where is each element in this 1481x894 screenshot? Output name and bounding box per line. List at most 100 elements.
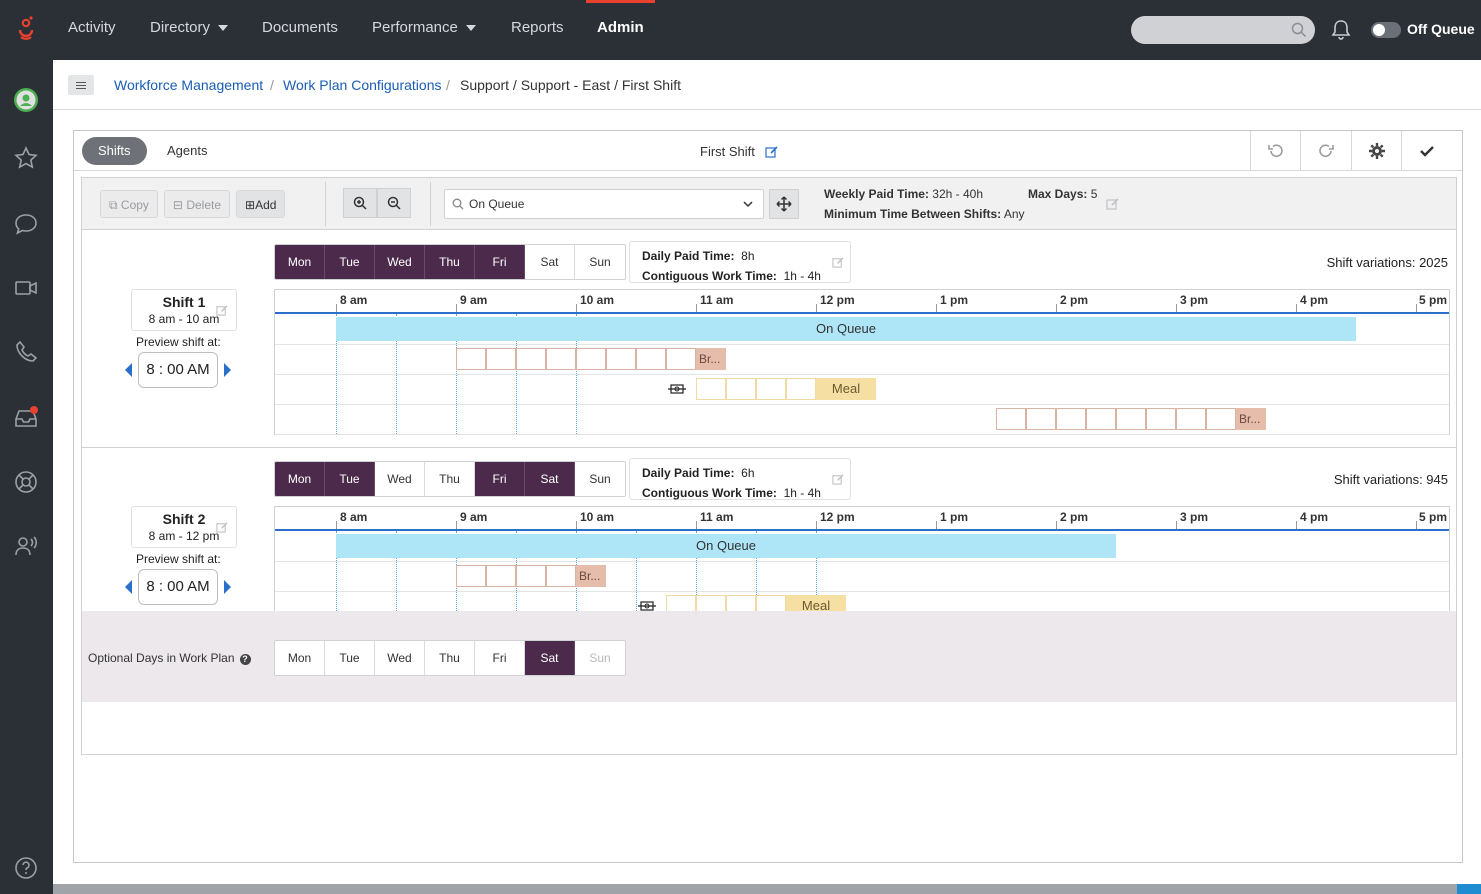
day-toggle[interactable]: Fri xyxy=(475,462,525,496)
tab-agents[interactable]: Agents xyxy=(167,143,208,158)
phone-icon[interactable] xyxy=(12,338,40,366)
shift-2-card[interactable]: Shift 2 8 am - 12 pm xyxy=(131,506,237,548)
edit-icon[interactable] xyxy=(764,145,778,158)
day-toggle[interactable]: Wed xyxy=(375,245,425,279)
on-queue-activity[interactable]: On Queue xyxy=(336,317,1356,341)
nav-directory[interactable]: Directory xyxy=(150,0,229,60)
break-start-slot[interactable] xyxy=(456,565,486,587)
activity-select[interactable]: On Queue xyxy=(444,189,764,219)
break-start-slot[interactable] xyxy=(1116,408,1146,430)
bell-icon[interactable] xyxy=(1329,18,1353,42)
break-start-slot[interactable] xyxy=(546,565,576,587)
edit-icon[interactable] xyxy=(1106,197,1119,210)
breadcrumb-wfm-link[interactable]: Workforce Management xyxy=(114,77,264,93)
break-start-slot[interactable] xyxy=(546,348,576,370)
edit-icon[interactable] xyxy=(832,473,844,485)
copy-button[interactable]: ⧉ Copy xyxy=(100,190,158,218)
chat-icon[interactable] xyxy=(12,210,40,238)
break-activity[interactable]: Br... xyxy=(576,565,606,587)
day-toggle[interactable]: Fri xyxy=(475,641,525,675)
preview-prev-arrow-icon[interactable] xyxy=(125,363,132,377)
day-toggle[interactable]: Tue xyxy=(325,641,375,675)
day-toggle[interactable]: Sun xyxy=(575,462,625,496)
preview-next-arrow-icon[interactable] xyxy=(224,363,231,377)
day-toggle[interactable]: Thu xyxy=(425,245,475,279)
move-button[interactable] xyxy=(769,189,799,219)
tab-shifts[interactable]: Shifts xyxy=(82,137,147,165)
help-question-icon[interactable] xyxy=(12,854,40,882)
day-toggle[interactable]: Tue xyxy=(325,462,375,496)
link-constraint-icon[interactable] xyxy=(638,600,656,612)
genesys-logo-icon[interactable] xyxy=(12,14,40,42)
agent-speaking-icon[interactable] xyxy=(12,532,40,560)
day-toggle[interactable]: Sat xyxy=(525,641,575,675)
break-start-slot[interactable] xyxy=(666,348,696,370)
break-start-slot[interactable] xyxy=(576,348,606,370)
day-toggle[interactable]: Sun xyxy=(575,245,625,279)
meal-start-slot[interactable] xyxy=(756,378,786,400)
nav-documents[interactable]: Documents xyxy=(262,19,338,36)
break-start-slot[interactable] xyxy=(996,408,1026,430)
day-toggle[interactable]: Wed xyxy=(375,462,425,496)
breadcrumb-wpc-link[interactable]: Work Plan Configurations xyxy=(283,77,442,93)
on-queue-activity[interactable]: On Queue xyxy=(336,534,1116,558)
meal-start-slot[interactable] xyxy=(786,378,816,400)
day-toggle[interactable]: Sat xyxy=(525,462,575,496)
undo-button[interactable] xyxy=(1250,131,1300,171)
zoom-out-button[interactable] xyxy=(377,188,411,218)
video-icon[interactable] xyxy=(12,274,40,302)
day-toggle[interactable]: Mon xyxy=(275,641,325,675)
delete-button[interactable]: ⊟ Delete xyxy=(163,190,230,218)
day-toggle[interactable]: Sun xyxy=(575,641,625,675)
break-start-slot[interactable] xyxy=(1146,408,1176,430)
edit-icon[interactable] xyxy=(216,521,228,533)
search-input[interactable] xyxy=(1131,16,1315,44)
break-start-slot[interactable] xyxy=(1086,408,1116,430)
preview-time-input[interactable]: 8 : 00 AM xyxy=(138,569,218,605)
meal-activity[interactable]: Meal xyxy=(816,378,876,400)
settings-button[interactable] xyxy=(1351,131,1401,171)
nav-activity[interactable]: Activity xyxy=(68,19,116,36)
edit-icon[interactable] xyxy=(832,256,844,268)
redo-button[interactable] xyxy=(1300,131,1350,171)
break-start-slot[interactable] xyxy=(486,348,516,370)
day-toggle[interactable]: Wed xyxy=(375,641,425,675)
nav-admin[interactable]: Admin xyxy=(586,0,655,60)
day-toggle[interactable]: Mon xyxy=(275,245,325,279)
bottom-scrollbar[interactable] xyxy=(53,884,1481,894)
day-toggle[interactable]: Thu xyxy=(425,462,475,496)
day-toggle[interactable]: Sat xyxy=(525,245,575,279)
break-activity[interactable]: Br... xyxy=(696,348,726,370)
queue-toggle[interactable] xyxy=(1371,22,1401,38)
break-start-slot[interactable] xyxy=(516,348,546,370)
preview-time-input[interactable]: 8 : 00 AM xyxy=(138,352,218,388)
shift-1-card[interactable]: Shift 1 8 am - 10 am xyxy=(131,289,237,331)
break-start-slot[interactable] xyxy=(486,565,516,587)
break-start-slot[interactable] xyxy=(1026,408,1056,430)
day-toggle[interactable]: Mon xyxy=(275,462,325,496)
break-start-slot[interactable] xyxy=(1056,408,1086,430)
break-start-slot[interactable] xyxy=(636,348,666,370)
meal-start-slot[interactable] xyxy=(726,378,756,400)
link-constraint-icon[interactable] xyxy=(668,383,686,395)
break-start-slot[interactable] xyxy=(516,565,546,587)
hamburger-menu-button[interactable] xyxy=(68,75,94,95)
meal-start-slot[interactable] xyxy=(696,378,726,400)
user-avatar-icon[interactable] xyxy=(12,86,40,114)
add-button[interactable]: ⊞Add xyxy=(236,190,286,218)
nav-performance[interactable]: Performance xyxy=(372,0,476,60)
edit-icon[interactable] xyxy=(216,304,228,316)
break-start-slot[interactable] xyxy=(456,348,486,370)
day-toggle[interactable]: Thu xyxy=(425,641,475,675)
inbox-icon[interactable] xyxy=(12,404,40,432)
question-help-icon[interactable]: ? xyxy=(239,654,251,665)
help-lifebuoy-icon[interactable] xyxy=(12,468,40,496)
break-start-slot[interactable] xyxy=(1176,408,1206,430)
break-start-slot[interactable] xyxy=(606,348,636,370)
zoom-in-button[interactable] xyxy=(343,188,377,218)
break-activity[interactable]: Br... xyxy=(1236,408,1266,430)
preview-next-arrow-icon[interactable] xyxy=(224,580,231,594)
star-icon[interactable] xyxy=(12,144,40,172)
nav-reports[interactable]: Reports xyxy=(511,19,564,36)
break-start-slot[interactable] xyxy=(1206,408,1236,430)
